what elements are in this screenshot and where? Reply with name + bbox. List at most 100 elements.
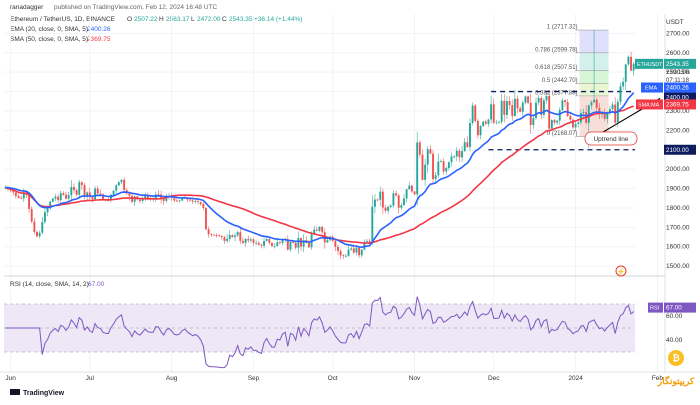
eth-price-tag-box [664,58,696,69]
candle [582,112,585,114]
x-tick-label: Jun [5,375,16,382]
candle [255,242,258,244]
candle [598,107,601,115]
eth-change-label: +79.15% [666,70,691,76]
x-tick-label: Jul [86,375,95,382]
annotations: Uptrend line [584,131,638,146]
tradingview-logo: TradingView [10,389,65,397]
candle [73,186,75,191]
candle [395,193,398,196]
candle [450,156,453,163]
candle [12,190,15,193]
candle [99,193,102,195]
candle [38,232,41,237]
candle [36,231,38,237]
candle [424,164,427,180]
candle [307,242,310,248]
candle [384,207,387,211]
candle [249,239,252,241]
candle [603,112,606,119]
ohlc-l-label: L [191,16,195,23]
candle [521,102,524,112]
candle [601,112,603,115]
candle [297,238,300,248]
candle [337,246,339,251]
candle [212,234,215,236]
candle [181,198,184,201]
candle [302,240,305,247]
candle [442,161,445,172]
candle [265,238,268,241]
candle [30,208,33,222]
candle [516,98,519,109]
candle [210,234,213,235]
ohlc-h-label: H [159,16,164,23]
candle [189,199,192,201]
candle [226,238,229,241]
y-tick-label: 1700.00 [666,224,690,231]
candle [334,240,337,247]
candle [202,204,205,208]
candle [318,226,321,231]
candle [627,56,630,65]
rsi-name-label: RSI [650,306,660,312]
watermark: ₿ کریپتونگار [657,350,695,387]
candle [572,119,574,128]
candle [466,142,469,148]
candle [500,100,503,122]
ema-legend-name: EMA (20, close, 0, SMA, 5) [10,26,88,33]
ohlc-line: Ethereum / TetherUS, 1D, BINANCE O 2507.… [10,16,302,23]
y-tick-label: 2300.00 [666,108,690,115]
author-label: ranadagger [10,4,44,11]
ohlc-o-label: O [127,16,132,23]
candle [434,175,437,180]
candle [482,121,485,127]
ema-legend-value: 2400.26 [87,26,111,33]
candle [416,142,419,195]
y-tick-label: 2700.00 [666,30,690,37]
annotation-box [584,131,638,146]
candle [28,195,31,209]
x-tick-label: Aug [166,375,178,382]
ohlc-c-label: C [222,16,227,23]
rsi-value: 67.00 [88,281,105,288]
fib-label: 0.618 (2507.51) [535,65,577,71]
candle [495,122,498,124]
candle [276,242,279,246]
ema-price-tag-box [664,82,696,93]
candle [418,142,421,155]
candle [342,255,345,257]
candle [46,208,49,213]
candle [437,161,440,176]
eth-name-label: ETHUSDT [637,62,663,68]
candle [234,235,236,238]
candle [91,197,94,200]
candle [41,221,44,233]
candle [33,221,36,232]
fib-label: 0.382 (2377.88) [535,90,577,96]
candle [292,241,295,243]
candle [360,249,363,256]
candle [574,123,577,128]
candle [286,238,289,250]
annotation-label: Uptrend line [593,136,628,143]
candle [223,237,226,241]
ohlc-l: 2472.00 [197,16,221,23]
candle [432,153,434,180]
candle [519,108,522,112]
candle [392,193,395,206]
candle [139,199,141,201]
ohlc-h: 2563.17 [166,16,190,23]
candle [413,191,416,195]
candle [231,235,234,238]
candle [22,192,25,199]
candle [241,240,244,243]
candle [112,190,115,195]
candle [524,96,527,103]
candle [115,185,118,191]
candle [20,197,23,199]
x-tick-label: 2024 [568,375,583,382]
candle [347,249,350,256]
candle [606,112,609,119]
